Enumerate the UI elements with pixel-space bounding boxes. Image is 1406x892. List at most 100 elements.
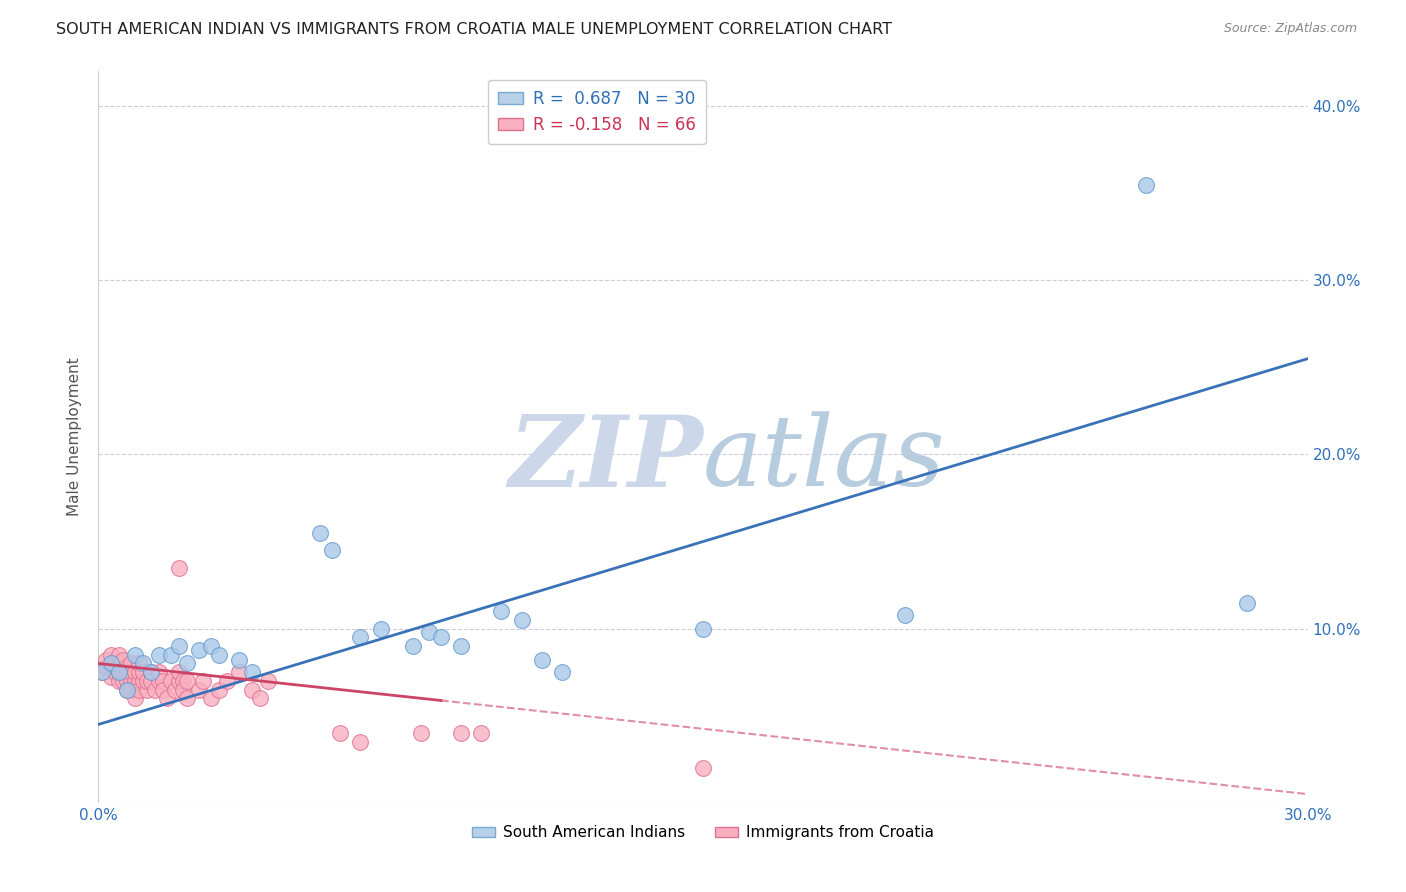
Point <box>91 665 114 680</box>
Point <box>530 653 553 667</box>
Point <box>124 648 146 662</box>
Point <box>692 622 714 636</box>
Point <box>111 673 134 688</box>
Point <box>132 673 155 688</box>
Point <box>228 653 250 667</box>
Text: Source: ZipAtlas.com: Source: ZipAtlas.com <box>1223 22 1357 36</box>
Point <box>111 665 134 680</box>
Point <box>107 673 129 688</box>
Point <box>156 691 179 706</box>
Point <box>91 665 114 680</box>
Point <box>240 665 263 680</box>
Point <box>249 691 271 706</box>
Point <box>107 657 129 671</box>
Point <box>208 648 231 662</box>
Point <box>167 560 190 574</box>
Point <box>148 648 170 662</box>
Point <box>172 682 194 697</box>
Point <box>228 665 250 680</box>
Point <box>100 670 122 684</box>
Point <box>256 673 278 688</box>
Point <box>321 543 343 558</box>
Point <box>1236 595 1258 609</box>
Point <box>692 761 714 775</box>
Point <box>100 648 122 662</box>
Point <box>120 682 142 697</box>
Point <box>329 726 352 740</box>
Point <box>128 682 150 697</box>
Point <box>120 657 142 671</box>
Point <box>176 673 198 688</box>
Point <box>1135 178 1157 192</box>
Y-axis label: Male Unemployment: Male Unemployment <box>67 358 83 516</box>
Point <box>135 673 157 688</box>
Point <box>115 682 138 697</box>
Point <box>103 665 125 680</box>
Point <box>450 726 472 740</box>
Point <box>139 673 162 688</box>
Point <box>402 639 425 653</box>
Point <box>418 625 440 640</box>
Point <box>450 639 472 653</box>
Point <box>309 525 332 540</box>
Point <box>167 665 190 680</box>
Point <box>430 631 453 645</box>
Point <box>370 622 392 636</box>
Point <box>160 673 183 688</box>
Point <box>193 673 215 688</box>
Point <box>208 682 231 697</box>
Point <box>200 691 222 706</box>
Point <box>120 673 142 688</box>
Point <box>107 665 129 680</box>
Point <box>148 665 170 680</box>
Point <box>100 657 122 671</box>
Point <box>124 691 146 706</box>
Point <box>124 673 146 688</box>
Point <box>551 665 574 680</box>
Point <box>200 639 222 653</box>
Text: ZIP: ZIP <box>508 411 703 508</box>
Point <box>139 665 162 680</box>
Point <box>103 657 125 671</box>
Point <box>188 642 211 657</box>
Point <box>217 673 239 688</box>
Text: SOUTH AMERICAN INDIAN VS IMMIGRANTS FROM CROATIA MALE UNEMPLOYMENT CORRELATION C: SOUTH AMERICAN INDIAN VS IMMIGRANTS FROM… <box>56 22 893 37</box>
Point <box>160 648 183 662</box>
Point <box>172 673 194 688</box>
Point <box>132 665 155 680</box>
Point <box>152 682 174 697</box>
Point <box>163 682 186 697</box>
Point <box>167 639 190 653</box>
Point <box>188 682 211 697</box>
Point <box>491 604 513 618</box>
Point <box>96 653 118 667</box>
Point <box>349 631 371 645</box>
Point <box>167 673 190 688</box>
Point <box>128 665 150 680</box>
Point <box>115 660 138 674</box>
Point <box>107 648 129 662</box>
Point <box>107 665 129 680</box>
Point <box>120 665 142 680</box>
Point <box>96 660 118 674</box>
Point <box>510 613 533 627</box>
Point <box>349 735 371 749</box>
Point <box>111 653 134 667</box>
Point <box>152 673 174 688</box>
Point <box>132 657 155 671</box>
Point <box>139 665 162 680</box>
Point <box>409 726 432 740</box>
Point <box>135 682 157 697</box>
Point <box>115 673 138 688</box>
Text: atlas: atlas <box>703 411 946 507</box>
Point <box>176 691 198 706</box>
Point <box>893 607 915 622</box>
Point <box>143 682 166 697</box>
Point <box>128 673 150 688</box>
Point <box>128 657 150 671</box>
Point <box>115 682 138 697</box>
Point <box>176 657 198 671</box>
Point <box>115 665 138 680</box>
Point <box>148 673 170 688</box>
Point <box>470 726 492 740</box>
